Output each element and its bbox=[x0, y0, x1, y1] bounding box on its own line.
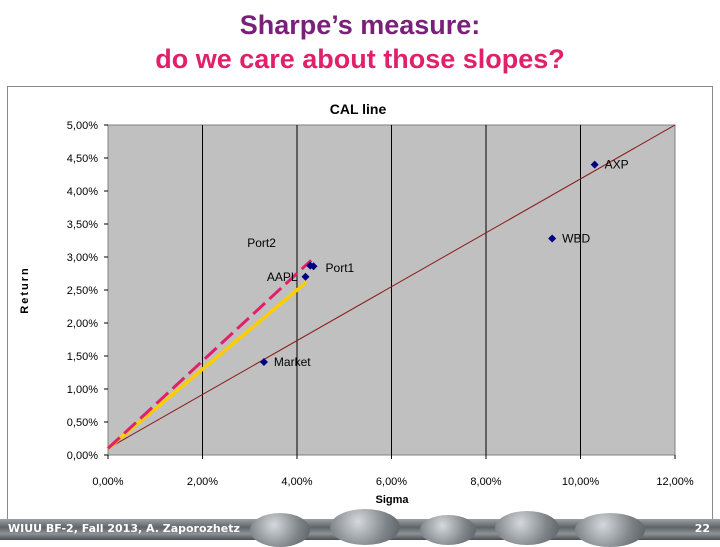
series-line-port2 bbox=[106, 259, 313, 450]
y-tick-label: 4,00% bbox=[67, 186, 98, 198]
data-point-label: Market bbox=[274, 355, 311, 369]
x-axis-label: Sigma bbox=[375, 494, 409, 506]
annotation-label: Port2 bbox=[247, 236, 276, 250]
x-tick-label: 10,00% bbox=[562, 476, 600, 488]
series-line-cal bbox=[107, 124, 676, 449]
x-tick-label: 4,00% bbox=[281, 476, 312, 488]
y-axis-ticks: 0,00% 0,50% 1,00% 1,50% 2,00% 2,50% 3,00% 3,50%… bbox=[67, 120, 108, 462]
y-tick-label: 3,00% bbox=[67, 252, 98, 264]
y-tick-label: 1,50% bbox=[67, 351, 98, 363]
data-point-label: Port1 bbox=[326, 261, 355, 275]
data-points: AXP WBD Port1 AAPL Market Port2 bbox=[247, 158, 628, 369]
data-point bbox=[259, 357, 268, 366]
x-tick-label: 6,00% bbox=[376, 476, 407, 488]
series-lines bbox=[106, 124, 676, 450]
data-point-label: AAPL bbox=[267, 270, 298, 284]
page-number: 22 bbox=[694, 522, 710, 535]
y-tick-label: 3,50% bbox=[67, 219, 98, 231]
footer-bar: WIUU BF-2, Fall 2013, A. Zaporozhetz 22 bbox=[0, 509, 720, 547]
coin-decoration bbox=[250, 513, 310, 547]
slide-title-line2: do we care about those slopes? bbox=[155, 44, 565, 74]
coin-decoration bbox=[495, 511, 559, 545]
x-tick-label: 12,00% bbox=[656, 476, 694, 488]
x-tick-label: 2,00% bbox=[187, 476, 218, 488]
chart-title: CAL line bbox=[330, 101, 387, 117]
coin-decoration bbox=[330, 509, 400, 545]
data-point-label: AXP bbox=[605, 158, 629, 172]
x-tick-label: 0,00% bbox=[92, 476, 123, 488]
footer-course-label: WIUU BF-2, Fall 2013, A. Zaporozhetz bbox=[8, 522, 240, 535]
y-axis-label: Return bbox=[19, 266, 31, 313]
x-axis-ticks: 0,00% 2,00% 4,00% 6,00% 8,00% 10,00% 12,00% bbox=[92, 455, 694, 488]
y-tick-label: 0,50% bbox=[67, 417, 98, 429]
coin-decoration bbox=[420, 515, 476, 545]
data-point bbox=[301, 272, 310, 281]
y-tick-label: 2,00% bbox=[67, 318, 98, 330]
y-tick-label: 5,00% bbox=[67, 120, 98, 132]
y-tick-label: 4,50% bbox=[67, 153, 98, 165]
cal-chart: 0,00% 2,00% 4,00% 6,00% 8,00% 10,00% 12,00% 0,… bbox=[19, 101, 694, 506]
series-line-port1 bbox=[106, 280, 308, 450]
x-tick-label: 8,00% bbox=[470, 476, 501, 488]
chart-frame: 0,00% 2,00% 4,00% 6,00% 8,00% 10,00% 12,00% 0,… bbox=[7, 86, 713, 521]
coin-decoration bbox=[575, 513, 645, 547]
data-point bbox=[306, 261, 315, 270]
data-point bbox=[590, 160, 599, 169]
data-point bbox=[548, 234, 557, 243]
y-tick-label: 1,00% bbox=[67, 384, 98, 396]
data-point-label: WBD bbox=[562, 232, 590, 246]
slide-title-line1: Sharpe’s measure: bbox=[239, 10, 481, 40]
y-tick-label: 2,50% bbox=[67, 285, 98, 297]
y-tick-label: 0,00% bbox=[67, 450, 98, 462]
